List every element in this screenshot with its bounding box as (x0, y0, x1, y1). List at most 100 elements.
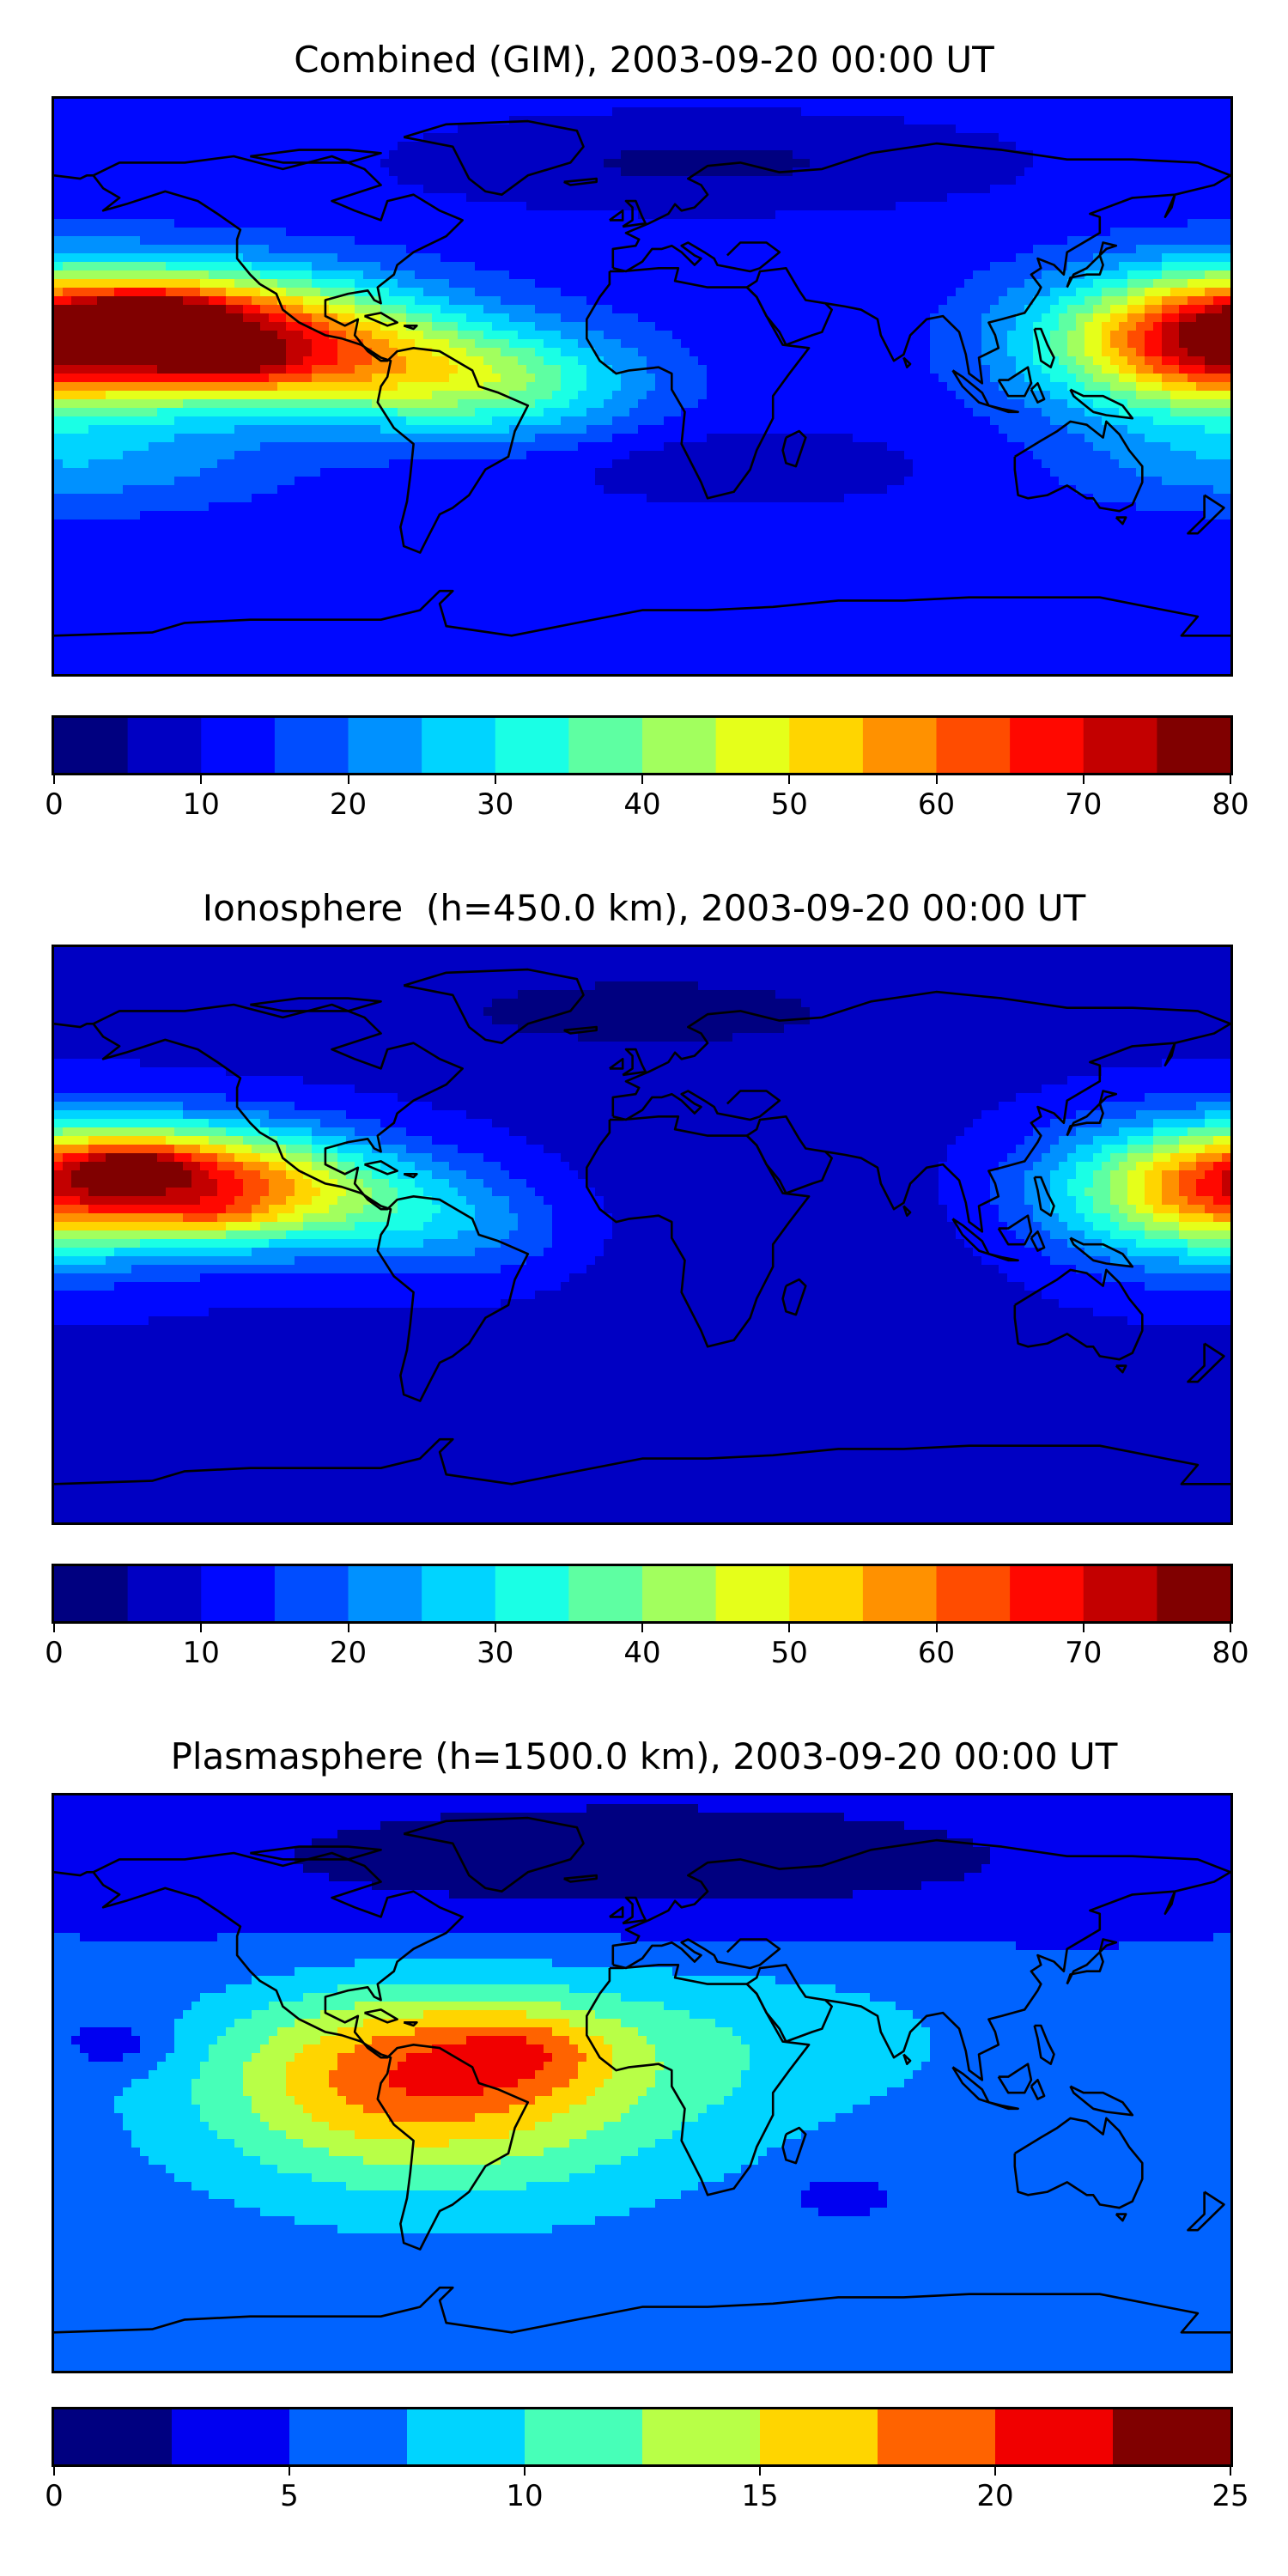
colorbar-tick-label: 10 (506, 2479, 543, 2513)
colorbar-tick (1082, 1624, 1084, 1632)
colorbar-ticks-combined: 0 10 20 30 40 50 60 70 80 (45, 775, 1249, 827)
colorbar-swatch (201, 718, 276, 773)
colorbar-swatch (862, 718, 938, 773)
colorbar-tick (494, 1624, 496, 1632)
colorbar-swatch (878, 2409, 996, 2464)
colorbar-tick-label: 70 (1065, 1636, 1102, 1670)
colorbar-tick (347, 1624, 349, 1632)
colorbar-swatch (789, 718, 864, 773)
colorbar-swatch (407, 2409, 526, 2464)
colorbar-tick (641, 1624, 643, 1632)
colorbar-swatch (274, 718, 349, 773)
colorbar-swatch (936, 1566, 1011, 1621)
colorbar-swatch (1083, 718, 1157, 773)
colorbar-tick (994, 2467, 996, 2476)
colorbar-tick-label: 80 (1212, 1636, 1249, 1670)
colorbar-swatch (936, 718, 1011, 773)
colorbar-tick (935, 1624, 938, 1632)
colorbar-tick-label: 0 (45, 2479, 64, 2513)
colorbar-tick-label: 30 (477, 1636, 513, 1670)
panel-title-plasmasphere: Plasmasphere (h=1500.0 km), 2003-09-20 0… (0, 1736, 1288, 1777)
colorbar-swatch (1157, 1566, 1230, 1621)
colorbar-swatch (172, 2409, 290, 2464)
colorbar-swatch (348, 1566, 422, 1621)
colorbar-tick-label: 25 (1212, 2479, 1249, 2513)
coastlines (54, 1816, 1230, 2334)
colorbar-tick-label: 5 (280, 2479, 299, 2513)
coastlines (54, 119, 1230, 637)
colorbar-tick (788, 775, 791, 784)
colorbar-swatch (127, 718, 202, 773)
colorbar-swatch (348, 718, 422, 773)
colorbar-tick (788, 1624, 791, 1632)
colorbar-tick (1230, 1624, 1231, 1632)
colorbar-tick-label: 0 (45, 1636, 64, 1670)
colorbar-tick-label: 60 (918, 1636, 955, 1670)
colorbar-tick-label: 20 (976, 2479, 1013, 2513)
colorbar-swatch (642, 1566, 717, 1621)
contour-map-ionosphere (54, 947, 1230, 1522)
colorbar-tick-label: 30 (477, 787, 513, 822)
colorbar-swatch (1010, 718, 1084, 773)
colorbar-tick-label: 20 (330, 1636, 367, 1670)
colorbar-swatch (495, 1566, 569, 1621)
colorbar-tick (53, 2467, 55, 2476)
colorbar-tick-label: 15 (741, 2479, 778, 2513)
colorbar-swatch (289, 2409, 408, 2464)
colorbar-swatch (54, 1566, 129, 1621)
colorbar-tick (935, 775, 938, 784)
colorbar-ticks-ionosphere: 0 10 20 30 40 50 60 70 80 (45, 1624, 1249, 1675)
colorbar-tick-label: 50 (771, 1636, 808, 1670)
colorbar-swatch (995, 2409, 1114, 2464)
colorbar-swatch (789, 1566, 864, 1621)
colorbar-swatch (1157, 718, 1230, 773)
colorbar-tick-label: 20 (330, 787, 367, 822)
colorbar-swatch (422, 1566, 496, 1621)
colorbar-tick (200, 775, 203, 784)
colorbar-swatch (495, 718, 569, 773)
colorbar-swatch (274, 1566, 349, 1621)
colorbar-swatch (568, 1566, 643, 1621)
colorbar-swatch (760, 2409, 878, 2464)
colorbar-tick-label: 40 (623, 787, 660, 822)
colorbar-tick (347, 775, 349, 784)
colorbar-tick-label: 0 (45, 787, 64, 822)
colorbar-tick (494, 775, 496, 784)
colorbar-swatch (568, 718, 643, 773)
colorbar-tick (641, 775, 643, 784)
panel-title-combined: Combined (GIM), 2003-09-20 00:00 UT (0, 39, 1288, 81)
panel-title-ionosphere: Ionosphere (h=450.0 km), 2003-09-20 00:0… (0, 888, 1288, 929)
colorbar-swatch (201, 1566, 276, 1621)
colorbar-swatch (525, 2409, 643, 2464)
colorbar-tick-label: 60 (918, 787, 955, 822)
colorbar-swatch (1083, 1566, 1157, 1621)
colorbar-tick (200, 1624, 203, 1632)
map-ionosphere (52, 945, 1233, 1525)
colorbar-swatch (642, 2409, 761, 2464)
colorbar-plasmasphere (52, 2407, 1233, 2467)
colorbar-swatch (642, 718, 717, 773)
coastlines (54, 968, 1230, 1485)
colorbar-tick (53, 775, 55, 784)
colorbar-swatch (54, 718, 129, 773)
colorbar-tick (289, 2467, 290, 2476)
colorbar-swatch (862, 1566, 938, 1621)
colorbar-swatch (715, 1566, 790, 1621)
colorbar-swatch (54, 2409, 173, 2464)
colorbar-tick (524, 2467, 526, 2476)
colorbar-combined (52, 715, 1233, 775)
colorbar-swatch (127, 1566, 202, 1621)
colorbar-tick (1230, 2467, 1231, 2476)
contour-map-combined (54, 99, 1230, 674)
colorbar-tick (53, 1624, 55, 1632)
colorbar-tick-label: 10 (183, 1636, 220, 1670)
colorbar-tick (1230, 775, 1231, 784)
colorbar-swatch (1010, 1566, 1084, 1621)
colorbar-ionosphere (52, 1564, 1233, 1624)
colorbar-ticks-plasmasphere: 0 5 10 15 20 25 (45, 2467, 1249, 2518)
colorbar-swatch (1113, 2409, 1230, 2464)
colorbar-tick-label: 50 (771, 787, 808, 822)
colorbar-tick-label: 10 (183, 787, 220, 822)
contour-map-plasmasphere (54, 1795, 1230, 2371)
colorbar-swatch (422, 718, 496, 773)
